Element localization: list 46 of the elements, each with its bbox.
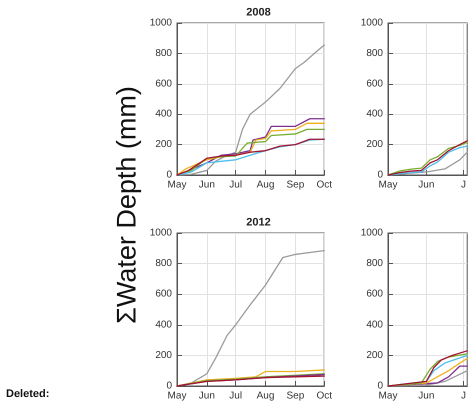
chart-title: 2008 (246, 6, 271, 18)
y-tick-label: 600 (366, 78, 384, 90)
y-tick-label: 1000 (360, 18, 384, 28)
x-tick-label: Sep (286, 390, 305, 402)
y-tick-label: 0 (377, 380, 384, 392)
x-tick-label: Oct (316, 180, 332, 190)
y-tick-label: 200 (366, 350, 384, 361)
y-tick-label: 1000 (360, 228, 384, 238)
x-tick-label: Sep (286, 180, 305, 190)
y-tick-label: 800 (366, 48, 384, 59)
y-tick-label: 400 (366, 319, 384, 330)
x-tick-label: Jul (229, 390, 242, 402)
x-tick-label: Oct (316, 390, 332, 402)
x-tick-label: J (461, 390, 466, 402)
y-tick-label: 1000 (150, 228, 172, 238)
x-tick-label: Aug (256, 180, 274, 190)
x-tick-label: Jun (198, 390, 215, 402)
x-tick-label: Jun (198, 180, 215, 190)
x-tick-label: May (168, 390, 186, 402)
y-tick-label: 400 (155, 108, 172, 120)
y-tick-label: 800 (366, 258, 384, 270)
y-tick-label: 400 (155, 319, 172, 330)
x-tick-label: Jun (418, 180, 434, 190)
y-tick-label: 800 (155, 48, 172, 59)
chart-title: 2012 (246, 216, 271, 228)
y-tick-label: 200 (366, 139, 384, 150)
x-tick-label: May (378, 390, 398, 402)
y-tick-label: 400 (366, 108, 384, 120)
y-tick-label: 600 (155, 78, 172, 90)
x-tick-label: Jun (418, 390, 434, 402)
x-tick-label: Aug (256, 390, 274, 402)
y-tick-label: 0 (166, 170, 172, 180)
y-tick-label: 600 (366, 288, 384, 300)
y-tick-label: 200 (155, 350, 172, 361)
y-tick-label: 800 (155, 258, 172, 270)
x-tick-label: Jul (229, 180, 242, 190)
y-axis-title: ΣWater Depth (mm) (112, 86, 142, 324)
y-tick-label: 1000 (150, 18, 172, 28)
x-tick-label: May (168, 180, 186, 190)
y-tick-label: 0 (166, 380, 172, 392)
x-tick-label: J (461, 180, 466, 190)
text: Deleted: (6, 388, 50, 400)
y-tick-label: 200 (155, 139, 172, 150)
x-tick-label: May (378, 180, 398, 190)
y-tick-label: 0 (377, 170, 384, 180)
y-tick-label: 600 (155, 288, 172, 300)
